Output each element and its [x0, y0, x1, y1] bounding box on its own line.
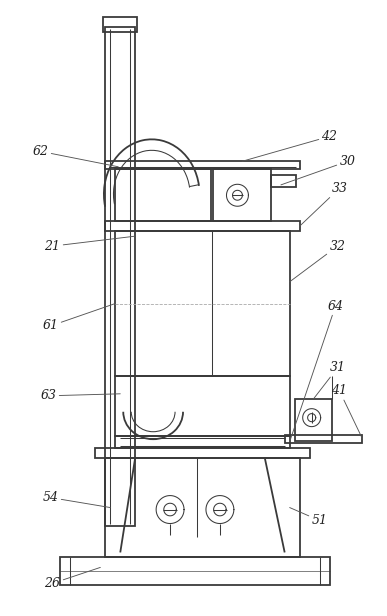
Text: 26: 26: [45, 567, 100, 590]
Text: 42: 42: [242, 130, 337, 161]
Bar: [105, 458, 300, 557]
Bar: [213, 169, 271, 221]
Bar: [115, 231, 289, 376]
Bar: [95, 448, 310, 458]
Bar: [105, 26, 135, 525]
Bar: [105, 161, 300, 169]
Bar: [103, 17, 137, 31]
Text: 54: 54: [43, 491, 110, 508]
Text: 63: 63: [41, 389, 120, 402]
Text: 33: 33: [300, 182, 348, 226]
Bar: [115, 436, 289, 448]
Bar: [115, 376, 289, 436]
Text: 51: 51: [289, 508, 327, 527]
Bar: [271, 176, 296, 187]
Text: 61: 61: [43, 304, 115, 333]
Bar: [285, 435, 362, 443]
Text: 32: 32: [289, 240, 346, 282]
Bar: [295, 399, 332, 440]
Text: 30: 30: [281, 155, 355, 185]
Text: 21: 21: [45, 236, 135, 253]
Text: 31: 31: [313, 362, 346, 399]
Text: 62: 62: [33, 145, 118, 167]
Bar: [105, 221, 300, 231]
Text: 41: 41: [332, 384, 362, 439]
Text: 64: 64: [289, 299, 344, 442]
Bar: [115, 169, 211, 221]
Bar: [60, 557, 329, 585]
